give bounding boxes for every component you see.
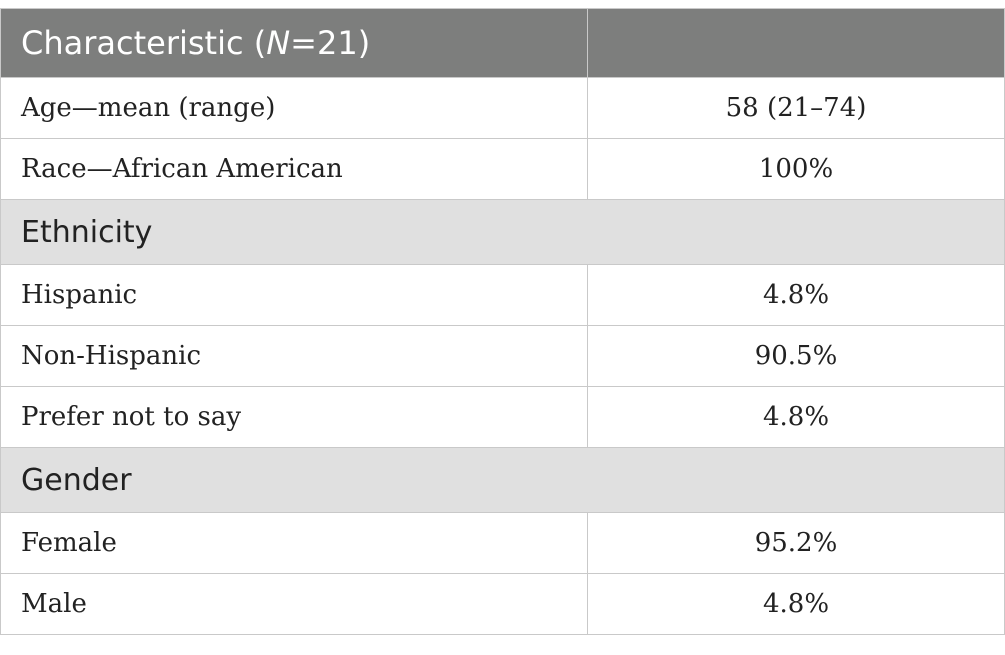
table-row-non-hispanic: Non-Hispanic 90.5% xyxy=(0,325,1005,387)
table-row-race: Race—African American 100% xyxy=(0,138,1005,200)
row-label: Non-Hispanic xyxy=(0,325,588,387)
row-value: 4.8% xyxy=(587,573,1005,635)
table-row-male: Male 4.8% xyxy=(0,573,1005,635)
table-row-hispanic: Hispanic 4.8% xyxy=(0,264,1005,326)
table-row-prefer-not-to-say: Prefer not to say 4.8% xyxy=(0,386,1005,448)
row-value: 95.2% xyxy=(587,512,1005,574)
row-label: Prefer not to say xyxy=(0,386,588,448)
row-value: 4.8% xyxy=(587,386,1005,448)
row-label: Hispanic xyxy=(0,264,588,326)
row-value: 58 (21–74) xyxy=(587,77,1005,139)
header-label-suffix: =21) xyxy=(290,24,371,62)
table-header: Characteristic (N=21) xyxy=(0,8,1005,78)
row-label: Female xyxy=(0,512,588,574)
row-value: 4.8% xyxy=(587,264,1005,326)
header-label-n: N xyxy=(266,24,291,62)
table-body: Age—mean (range) 58 (21–74) Race—African… xyxy=(0,77,1005,635)
characteristic-header: Characteristic (N=21) xyxy=(0,8,588,78)
section-row-ethnicity: Ethnicity xyxy=(0,199,1005,265)
row-value: 90.5% xyxy=(587,325,1005,387)
row-label: Race—African American xyxy=(0,138,588,200)
section-label: Gender xyxy=(0,447,1005,513)
row-label: Age—mean (range) xyxy=(0,77,588,139)
section-label: Ethnicity xyxy=(0,199,1005,265)
demographics-table: Characteristic (N=21) Age—mean (range) 5… xyxy=(0,8,1005,635)
header-row: Characteristic (N=21) xyxy=(0,8,1005,78)
header-label-prefix: Characteristic ( xyxy=(21,24,267,62)
table-row-age: Age—mean (range) 58 (21–74) xyxy=(0,77,1005,139)
row-value: 100% xyxy=(587,138,1005,200)
row-label: Male xyxy=(0,573,588,635)
value-header xyxy=(587,8,1005,78)
section-row-gender: Gender xyxy=(0,447,1005,513)
table-row-female: Female 95.2% xyxy=(0,512,1005,574)
